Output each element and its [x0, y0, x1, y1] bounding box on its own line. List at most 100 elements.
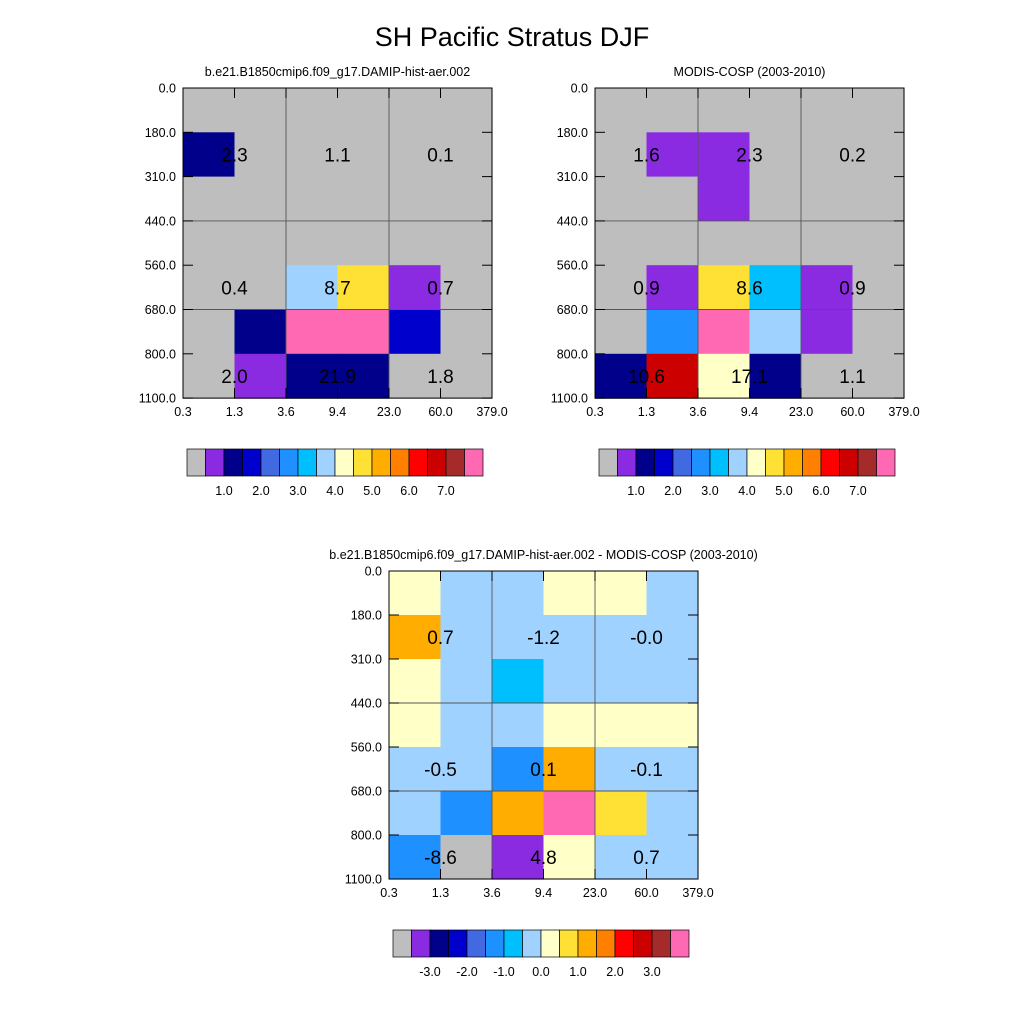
heatmap-cell — [646, 703, 699, 748]
cell-value-label: 0.1 — [427, 145, 453, 166]
colorbar-swatch — [857, 448, 877, 477]
heatmap-cell — [801, 309, 854, 355]
colorbar-swatch — [411, 929, 431, 958]
y-tick-label: 680.0 — [351, 785, 382, 799]
x-tick-label: 0.3 — [174, 405, 191, 419]
cell-value-label: 1.8 — [427, 367, 453, 388]
y-tick-label: 0.0 — [159, 82, 176, 96]
heatmap-cell — [852, 309, 905, 355]
x-tick-label: 0.3 — [586, 405, 603, 419]
y-tick-label: 310.0 — [351, 653, 382, 667]
colorbar-swatch — [445, 448, 465, 477]
heatmap-cell — [440, 791, 493, 836]
heatmap-cell — [646, 132, 699, 178]
heatmap-cell — [492, 571, 545, 616]
colorbar: 1.0 2.0 3.0 4.0 5.0 6.0 7.0 — [598, 448, 896, 498]
colorbar-swatch — [466, 929, 486, 958]
heatmap-cell — [389, 309, 442, 355]
heatmap-cell — [234, 176, 287, 222]
heatmap-cell — [749, 353, 802, 399]
colorbar-label: 2.0 — [252, 484, 269, 498]
heatmap-cell — [852, 220, 905, 266]
grid-lines — [595, 88, 904, 399]
cell-value-label: 4.8 — [530, 848, 556, 869]
heatmap-cell — [801, 353, 854, 399]
heatmap-cell — [337, 265, 390, 311]
colorbar: 1.0 2.0 3.0 4.0 5.0 6.0 7.0 — [186, 448, 484, 498]
heatmap-cell — [389, 132, 442, 178]
colorbar-label: 6.0 — [812, 484, 829, 498]
y-tick-label: 0.0 — [365, 565, 382, 579]
heatmap-cell — [543, 615, 596, 660]
colorbar-swatch — [672, 448, 692, 477]
heatmap-cell — [646, 176, 699, 222]
cell-value-label: -1.2 — [527, 628, 560, 649]
colorbar-label: -2.0 — [456, 965, 478, 979]
cell-value-label: 2.3 — [736, 145, 762, 166]
heatmap-cell — [595, 353, 648, 399]
heatmap-cell — [595, 703, 648, 748]
heatmap-cell — [543, 835, 596, 880]
heatmap-cell — [389, 353, 442, 399]
colorbar-label: 3.0 — [289, 484, 306, 498]
colorbar-swatch — [186, 448, 206, 477]
heatmap-cell — [234, 88, 287, 133]
heatmap-cell — [543, 703, 596, 748]
y-tick-label: 0.0 — [571, 82, 588, 96]
heatmap-cell — [646, 747, 699, 792]
y-tick-label: 310.0 — [557, 170, 588, 184]
y-tick-label: 800.0 — [557, 347, 588, 361]
colorbar-swatch — [279, 448, 299, 477]
heatmap-cell — [286, 220, 339, 266]
heatmap-cell — [801, 265, 854, 311]
heatmap-cell — [389, 88, 442, 133]
panel-title: MODIS-COSP (2003-2010) — [674, 65, 826, 79]
heatmap-cell — [492, 747, 545, 792]
x-tick-label: 379.0 — [888, 405, 919, 419]
colorbar-label: 3.0 — [701, 484, 718, 498]
heatmap-cell — [389, 615, 442, 660]
x-tick-label: 9.4 — [535, 886, 552, 900]
colorbar-swatch — [876, 448, 896, 477]
heatmap-cell — [646, 791, 699, 836]
heatmap-cell — [286, 132, 339, 178]
heatmap-cell — [543, 791, 596, 836]
x-tick-label: 9.4 — [741, 405, 758, 419]
colorbar-swatch — [316, 448, 336, 477]
heatmap-cell — [440, 265, 493, 311]
y-tick-label: 560.0 — [557, 259, 588, 273]
heatmap-cell — [646, 220, 699, 266]
colorbar-swatch — [223, 448, 243, 477]
heatmap-cell — [234, 353, 287, 399]
colorbar-label: 7.0 — [437, 484, 454, 498]
x-tick-label: 1.3 — [226, 405, 243, 419]
heatmap-cell — [852, 265, 905, 311]
heatmap-cell — [749, 132, 802, 178]
heatmap-cell — [234, 132, 287, 178]
heatmap-cell — [234, 309, 287, 355]
cell-value-label: 0.4 — [221, 278, 248, 299]
colorbar-swatch — [839, 448, 859, 477]
colorbar-swatch — [297, 448, 317, 477]
cell-value-label: 1.1 — [839, 367, 865, 388]
colorbar-swatch — [392, 929, 412, 958]
heatmap-cell — [234, 265, 287, 311]
heatmap-cell — [440, 703, 493, 748]
colorbar-label: 2.0 — [606, 965, 623, 979]
heatmap-cell — [492, 791, 545, 836]
y-tick-label: 180.0 — [557, 126, 588, 140]
heatmap-cell — [440, 615, 493, 660]
heatmap-cell — [183, 220, 236, 266]
heatmap-cell — [337, 176, 390, 222]
colorbar-swatch — [635, 448, 655, 477]
cell-value-label: 8.6 — [736, 278, 762, 299]
cell-value-label: -0.1 — [630, 760, 663, 781]
colorbar-swatch — [709, 448, 729, 477]
heatmap-cell — [595, 791, 648, 836]
heatmap-cell — [646, 265, 699, 311]
colorbar-swatch — [651, 929, 671, 958]
heatmap-cell — [337, 88, 390, 133]
heatmap-cell — [698, 220, 751, 266]
x-tick-label: 60.0 — [428, 405, 452, 419]
heatmap-cell — [389, 703, 442, 748]
